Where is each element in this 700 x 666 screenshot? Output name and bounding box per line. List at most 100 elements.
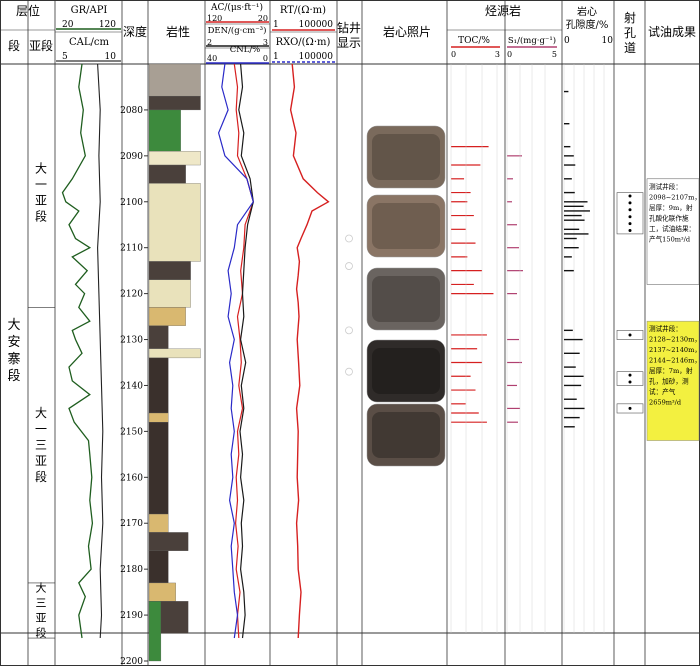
header-s1-max: 5 — [552, 50, 557, 59]
header-porosity-line2: 孔隙度/% — [566, 18, 609, 31]
sub1-label-char-2: 亚 — [35, 194, 47, 208]
header-lithology: 岩性 — [166, 24, 190, 39]
lith-block-5 — [148, 183, 201, 262]
depth-ticks: 2080 2090 2100 2110 2120 2130 2140 2150 2160 2170… — [120, 106, 148, 666]
header-cal-min: 5 — [62, 52, 68, 62]
perf-dot-0-4 — [628, 222, 632, 226]
header-por-max: 10 — [602, 36, 614, 46]
header-source-rock: 烃源岩 — [485, 3, 521, 18]
sub1-label-char-1: 一 — [35, 178, 47, 192]
header-cal: CAL/cm — [69, 37, 109, 48]
sub3-label-char-0: 大 — [36, 580, 47, 594]
result-2-line-1: 2128~2130m， — [649, 336, 700, 344]
header-ac: AC/(μs·ft⁻¹) — [210, 2, 263, 13]
header-gr: GR/API — [71, 5, 108, 16]
lith-block-19 — [148, 601, 162, 662]
header-cnl-min: 40 — [207, 54, 217, 63]
geochem-bars — [450, 64, 605, 633]
lith-block-1 — [148, 95, 201, 111]
perf-dot-0-3 — [628, 215, 632, 219]
depth-label-2120: 2120 — [120, 290, 143, 300]
perf-dot-0-2 — [628, 208, 632, 212]
header-rxo-max: 100000 — [299, 52, 334, 62]
header-den-max: 3 — [263, 38, 268, 47]
den-curve — [238, 63, 254, 639]
header-rt-max: 100000 — [299, 20, 334, 30]
header-perf-line3: 道 — [624, 41, 636, 55]
result-1-line-0: 测试井段： — [649, 182, 682, 191]
header-layer: 层位 — [16, 3, 40, 18]
result-1-line-3: 孔酸化联作施 — [649, 213, 689, 222]
lith-block-2 — [148, 109, 181, 152]
result-2-line-7: 2659m³/d — [649, 399, 682, 407]
header-por-min: 0 — [564, 36, 570, 46]
cnl-curve — [217, 63, 254, 639]
core-photo-shade-0 — [372, 134, 440, 180]
lith-block-14 — [148, 513, 169, 533]
header-cnl: CNL/% — [230, 45, 261, 55]
header-rt: RT/(Ω·m) — [280, 5, 326, 16]
perf-dot-2-0 — [628, 373, 632, 377]
header-toc-max: 3 — [495, 50, 500, 59]
result-2-line-6: 试：产气 — [649, 387, 676, 396]
core-photo-shade-2 — [372, 276, 440, 322]
header-segment: 段 — [8, 38, 20, 53]
header-gr-min: 20 — [62, 20, 74, 30]
lith-block-6 — [148, 261, 191, 280]
lith-block-7 — [148, 279, 191, 308]
depth-label-2110: 2110 — [120, 244, 143, 254]
depth-label-2180: 2180 — [120, 565, 143, 575]
depth-label-2150: 2150 — [120, 427, 143, 437]
lith-block-10 — [148, 348, 201, 359]
lith-block-12 — [148, 412, 169, 423]
header-gr-max: 120 — [99, 20, 116, 30]
header-s1-min: 0 — [507, 50, 512, 59]
header-perf-line2: 孔 — [624, 26, 636, 40]
header-photos: 岩心照片 — [383, 24, 431, 39]
segment-label-char-2: 寨 — [7, 351, 20, 367]
core-photo-shade-1 — [372, 203, 440, 249]
depth-label-2100: 2100 — [120, 198, 143, 208]
sub3-label-char-2: 亚 — [36, 611, 47, 624]
core-photos — [366, 125, 446, 467]
sub13-label-char-4: 段 — [35, 469, 47, 484]
sub1-label-char-3: 段 — [35, 209, 47, 224]
perf-interval-0 — [616, 192, 644, 235]
header-den-min: 2 — [207, 38, 212, 47]
depth-label-2200: 2200 — [120, 657, 143, 666]
header-den: DEN/(g·cm⁻³) — [208, 25, 267, 36]
result-box-2 — [646, 320, 700, 441]
header-ac-max: 20 — [258, 14, 268, 23]
header-rxo-min: 1 — [273, 52, 279, 62]
header-cnl-max: 0 — [263, 54, 268, 63]
lith-block-0 — [148, 63, 201, 97]
sub13-label-char-2: 三 — [35, 438, 47, 452]
result-2-line-5: 孔，加砂，测 — [649, 377, 689, 386]
result-2-line-4: 层厚：7m，射 — [649, 366, 693, 375]
depth-label-2090: 2090 — [120, 152, 143, 162]
segment-label-char-0: 大 — [7, 318, 20, 333]
result-1-line-4: 工，试油结果： — [649, 224, 695, 233]
perf-dot-3-0 — [628, 406, 632, 410]
header-toc: TOC/% — [458, 36, 490, 46]
perf-dot-0-0 — [628, 194, 632, 198]
lith-block-13 — [148, 422, 169, 515]
ac-curve — [233, 63, 254, 639]
perf-interval-2 — [616, 371, 644, 386]
lith-block-16 — [148, 550, 169, 584]
result-box-1 — [646, 178, 700, 285]
perforation-column — [616, 192, 644, 414]
depth-label-2190: 2190 — [120, 611, 143, 621]
rt-curve — [289, 63, 330, 639]
show-symbol-3 — [345, 367, 353, 376]
header-result: 试油成果 — [648, 24, 696, 39]
log-curves — [61, 63, 330, 639]
lith-block-8 — [148, 307, 186, 326]
lith-block-15 — [148, 532, 189, 551]
core-photo-shade-4 — [372, 412, 440, 458]
lith-block-17 — [148, 582, 176, 602]
show-symbol-2 — [345, 326, 353, 335]
